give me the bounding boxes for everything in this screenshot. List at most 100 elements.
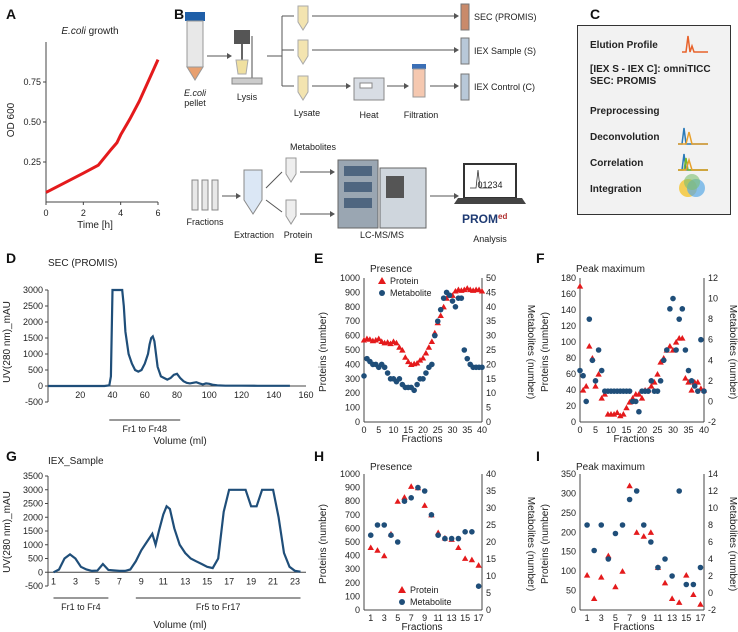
chart-e-protein-point bbox=[387, 340, 394, 347]
chart-e-ytick-right: 40 bbox=[486, 302, 496, 312]
chart-e-xtick: 10 bbox=[388, 425, 398, 435]
legend-metabolite-marker-h bbox=[399, 599, 405, 605]
chart-f-protein-point bbox=[688, 387, 695, 393]
chart-e-title: Presence bbox=[370, 264, 413, 275]
chart-h-xtick: 13 bbox=[447, 613, 457, 623]
chart-e-metabolite-point bbox=[461, 347, 468, 353]
chart-e-protein-point bbox=[425, 344, 433, 350]
chart-e-ytick-right: 5 bbox=[486, 403, 491, 413]
chart-i-xtick: 9 bbox=[641, 613, 646, 623]
chart-h-ytick-left: 600 bbox=[345, 523, 360, 533]
chart-f: Peak maximum Proteins (number) Metabolit… bbox=[540, 264, 738, 445]
chart-e-protein-point bbox=[422, 349, 430, 356]
chart-i-metabolite-point bbox=[640, 522, 647, 528]
chart-f-ytick-left: 100 bbox=[561, 337, 576, 347]
chart-h-metabolite-point bbox=[408, 495, 414, 501]
chart-e-metabolite-point bbox=[361, 373, 367, 379]
chart-h-protein-point bbox=[374, 547, 381, 553]
chart-i-xlabel: Fractions bbox=[613, 622, 654, 632]
pipeline-step-correlation: Correlation bbox=[590, 158, 643, 169]
chart-e-metabolite-point bbox=[411, 387, 417, 394]
chart-h: Presence Proteins (number) Metabolites (… bbox=[318, 462, 536, 632]
chart-f-protein-point bbox=[576, 283, 584, 289]
chart-g-ytick: 0 bbox=[38, 567, 43, 577]
chart-g-title: IEX_Sample bbox=[48, 456, 104, 467]
chart-e-ytick-left: 500 bbox=[345, 345, 360, 355]
chart-i-protein-point bbox=[661, 579, 669, 586]
legend-metabolite-marker bbox=[379, 290, 385, 296]
chart-i-protein-point bbox=[633, 529, 640, 535]
chart-h-protein-point bbox=[401, 494, 408, 500]
chart-f-ytick-left: 120 bbox=[561, 321, 576, 331]
chart-g-ytick: 500 bbox=[28, 554, 43, 564]
chart-i-ytick-left: 350 bbox=[561, 469, 576, 479]
chart-f-protein-point bbox=[583, 383, 590, 389]
chart-g-xtick: 23 bbox=[290, 576, 300, 586]
pipeline-step-integration: Integration bbox=[590, 184, 642, 195]
chart-h-metabolite-point bbox=[428, 512, 435, 518]
chart-i-metabolite-point bbox=[662, 556, 668, 562]
chart-f-xtick: 0 bbox=[577, 425, 582, 435]
chart-h-ytick-right: 35 bbox=[486, 486, 496, 496]
chart-h-protein-point bbox=[381, 552, 388, 559]
chart-h-ytick-left: 400 bbox=[345, 551, 360, 561]
chart-e-xtick: 20 bbox=[418, 425, 428, 435]
chart-h-metabolite-point bbox=[469, 529, 475, 535]
chart-f-metabolite-point bbox=[688, 378, 695, 384]
chart-h-protein-point bbox=[421, 502, 428, 508]
chart-e-protein-point bbox=[399, 347, 406, 353]
chart-f-protein-point bbox=[623, 404, 630, 411]
chart-f-protein-point bbox=[694, 379, 701, 385]
chart-i-ytick-left: 200 bbox=[561, 527, 576, 537]
chart-i-ytick-left: 300 bbox=[561, 488, 576, 498]
chart-a-xlabel: Time [h] bbox=[77, 220, 113, 230]
chart-d-ytick: 2500 bbox=[23, 301, 43, 311]
chart-a-xtick: 6 bbox=[155, 208, 160, 218]
chart-a-ytick: 0.50 bbox=[23, 117, 41, 127]
lysate-label: Lysate bbox=[294, 108, 320, 118]
chart-h-ytick-left: 300 bbox=[345, 564, 360, 574]
chart-i-ytick-left: 0 bbox=[571, 605, 576, 615]
chart-e-xlabel: Fractions bbox=[401, 434, 442, 445]
chart-e-metabolite-point bbox=[440, 295, 447, 301]
chart-i-metabolite-point bbox=[690, 581, 697, 588]
chart-e-protein-point bbox=[360, 336, 368, 343]
chart-i-metabolite-point bbox=[655, 564, 661, 571]
chart-e-protein-point bbox=[402, 354, 409, 360]
chart-f-metabolite-point bbox=[670, 295, 676, 302]
chart-i-ytick-right: 10 bbox=[708, 503, 718, 513]
chart-e-protein-point bbox=[393, 339, 400, 346]
chart-d-ytick: 1000 bbox=[23, 349, 43, 359]
chart-e: Presence Proteins (number) Metabolites (… bbox=[318, 264, 536, 445]
chart-h-ytick-left: 500 bbox=[345, 537, 360, 547]
panel-letter-b: B bbox=[174, 6, 185, 22]
chart-h-xtick: 5 bbox=[395, 613, 400, 623]
chart-g-xtick: 19 bbox=[246, 576, 256, 586]
falcon-tube-icon bbox=[185, 12, 205, 81]
chart-f-protein-point bbox=[617, 412, 624, 419]
chart-f-protein-point bbox=[620, 411, 627, 417]
chart-f-metabolite-point bbox=[660, 357, 667, 364]
chart-i-metabolite-point bbox=[697, 564, 704, 571]
chart-f-protein-point bbox=[595, 371, 602, 377]
chart-f-ytick-right: 0 bbox=[708, 396, 713, 406]
legend-protein-marker bbox=[378, 277, 386, 284]
chart-d-bracket-label: Fr1 to Fr48 bbox=[122, 424, 167, 434]
chart-d-ytick: 2000 bbox=[23, 317, 43, 327]
chart-f-ytick-left: 140 bbox=[561, 305, 576, 315]
chart-f-metabolite-point bbox=[695, 388, 701, 394]
chart-e-protein-point bbox=[416, 357, 424, 363]
chart-i-xtick: 1 bbox=[585, 613, 590, 623]
pipeline-step-deconvolution: Deconvolution bbox=[590, 132, 659, 143]
chart-g-ytick: 1000 bbox=[23, 540, 43, 550]
chart-i-metabolite-point bbox=[683, 581, 690, 588]
chart-g-xtick: 11 bbox=[159, 576, 168, 586]
panel-letter-d: D bbox=[6, 250, 17, 266]
chart-i-protein-point bbox=[612, 583, 619, 590]
chart-f-metabolite-point bbox=[633, 398, 639, 405]
chart-e-ylabel-right: Metabolites (number) bbox=[525, 305, 536, 399]
chart-f-protein-point bbox=[614, 409, 621, 415]
chart-h-ytick-left: 800 bbox=[345, 496, 360, 506]
chart-e-protein-point bbox=[461, 286, 468, 293]
chart-e-xtick: 35 bbox=[462, 425, 472, 435]
